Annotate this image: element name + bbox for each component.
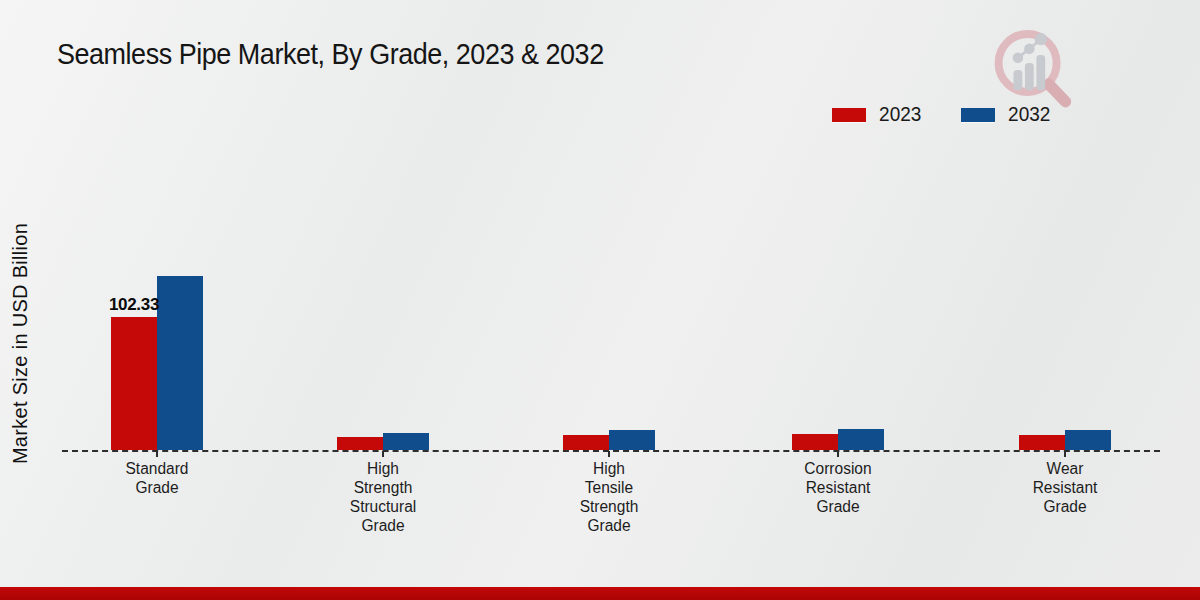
chart-canvas: Seamless Pipe Market, By Grade, 2023 & 2… [0, 0, 1200, 600]
bar-2023-category-2 [563, 435, 609, 450]
x-axis-baseline [62, 450, 1160, 452]
category-label-1: High Strength Structural Grade [301, 459, 466, 535]
bar-2032-category-4 [1065, 430, 1111, 450]
x-axis-tick-1 [382, 451, 384, 457]
bar-2023-category-1 [337, 437, 383, 450]
category-label-2: High Tensile Strength Grade [527, 459, 692, 535]
plot-area: Standard Grade High Strength Structural G… [0, 0, 1200, 600]
bar-2032-category-2 [609, 430, 655, 450]
x-axis-tick-3 [837, 451, 839, 457]
category-label-4: Wear Resistant Grade [983, 459, 1148, 516]
bar-2023-category-3 [792, 434, 838, 450]
category-label-3: Corrosion Resistant Grade [756, 459, 921, 516]
bar-2032-category-3 [838, 429, 884, 450]
x-axis-tick-0 [156, 451, 158, 457]
bar-value-label: 102.33 [99, 295, 169, 315]
x-axis-tick-2 [608, 451, 610, 457]
bar-2032-category-1 [383, 433, 429, 450]
x-axis-tick-4 [1064, 451, 1066, 457]
bottom-accent-band [0, 587, 1200, 600]
bar-2023-category-4 [1019, 435, 1065, 450]
category-label-0: Standard Grade [75, 459, 240, 497]
bar-2023-category-0 [111, 317, 157, 450]
